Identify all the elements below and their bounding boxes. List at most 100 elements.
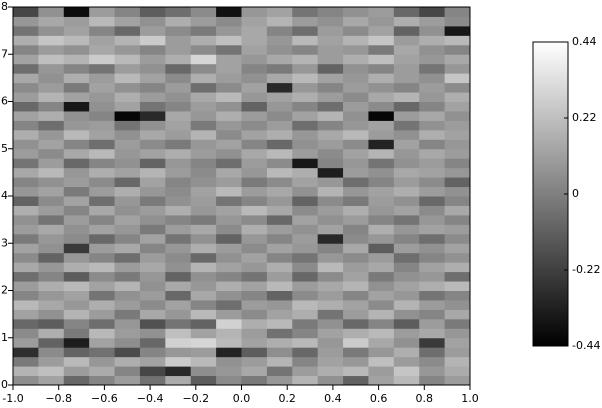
y-tick-label: 6 (1, 95, 8, 108)
cell (165, 233, 192, 244)
colorbar-tick-label: 0.44 (572, 35, 597, 48)
cell (266, 214, 293, 225)
cell (419, 139, 446, 150)
cell (393, 120, 420, 131)
y-tick-label: 4 (1, 189, 8, 202)
cell (114, 290, 141, 301)
cell (89, 233, 116, 244)
cell (368, 54, 395, 65)
cell (216, 318, 242, 329)
cell (114, 366, 141, 377)
cell (114, 7, 141, 17)
cell (419, 347, 446, 358)
cell (444, 167, 471, 178)
cell (216, 110, 242, 121)
cell (216, 224, 242, 235)
cell (241, 139, 268, 150)
cell (393, 54, 420, 65)
cell (89, 243, 116, 254)
cell (114, 110, 141, 121)
cell (317, 129, 344, 140)
cell (216, 120, 242, 131)
cell (343, 158, 369, 169)
cell (13, 309, 39, 320)
cell (241, 366, 268, 377)
cell (419, 186, 446, 197)
cell (444, 92, 471, 102)
cell (216, 356, 242, 367)
cell (266, 252, 293, 263)
cell (241, 299, 268, 310)
cell (317, 16, 344, 27)
cell (190, 196, 217, 206)
cell (241, 92, 268, 102)
cell (139, 82, 166, 93)
cell (139, 337, 166, 348)
cell (114, 375, 141, 386)
cell (444, 73, 471, 84)
cell (266, 167, 293, 178)
cell (368, 129, 395, 140)
cell (216, 205, 242, 216)
cell (343, 328, 369, 339)
cell (13, 54, 39, 65)
cell (368, 186, 395, 197)
cell (444, 281, 471, 291)
cell (13, 129, 39, 140)
cell (317, 214, 344, 225)
cell (241, 82, 268, 93)
cell (266, 110, 293, 121)
cell (38, 82, 65, 93)
cell (190, 120, 217, 131)
cell (393, 299, 420, 310)
cell (190, 16, 217, 27)
cell (292, 158, 319, 169)
cell (444, 299, 471, 310)
colorbar-tick-label: -0.44 (572, 339, 600, 352)
cell (13, 262, 39, 273)
cell (444, 54, 471, 65)
cell (38, 356, 65, 367)
cell (38, 110, 65, 121)
x-tick-label: -1.0 (2, 392, 23, 404)
cell (368, 101, 395, 112)
x-tick-label: −0.4 (137, 392, 164, 404)
cell (190, 299, 217, 310)
cell (343, 309, 369, 320)
cell (292, 7, 319, 17)
cell (393, 186, 420, 197)
cell (114, 167, 141, 178)
cell (114, 328, 141, 339)
cell (444, 16, 471, 27)
cell (89, 299, 116, 310)
cell (266, 271, 293, 282)
cell (63, 158, 90, 169)
cell (165, 63, 192, 74)
cell (190, 309, 217, 320)
cell (317, 356, 344, 367)
cell (165, 129, 192, 140)
cell (292, 139, 319, 150)
cell (216, 158, 242, 169)
x-tick-label: −0.8 (45, 392, 72, 404)
cell (139, 375, 166, 386)
cell (216, 35, 242, 46)
cell (343, 129, 369, 140)
cell (38, 7, 65, 17)
cell (216, 177, 242, 188)
cell (317, 186, 344, 197)
cell (343, 318, 369, 329)
cell (190, 82, 217, 93)
cell (165, 290, 192, 301)
cell (13, 82, 39, 93)
cell (266, 7, 293, 17)
cell (393, 73, 420, 84)
cell (241, 177, 268, 188)
cell (419, 328, 446, 339)
cell (241, 167, 268, 178)
cell (38, 148, 65, 159)
cell (419, 110, 446, 121)
cell (139, 318, 166, 329)
cell (393, 7, 420, 17)
cell (343, 356, 369, 367)
